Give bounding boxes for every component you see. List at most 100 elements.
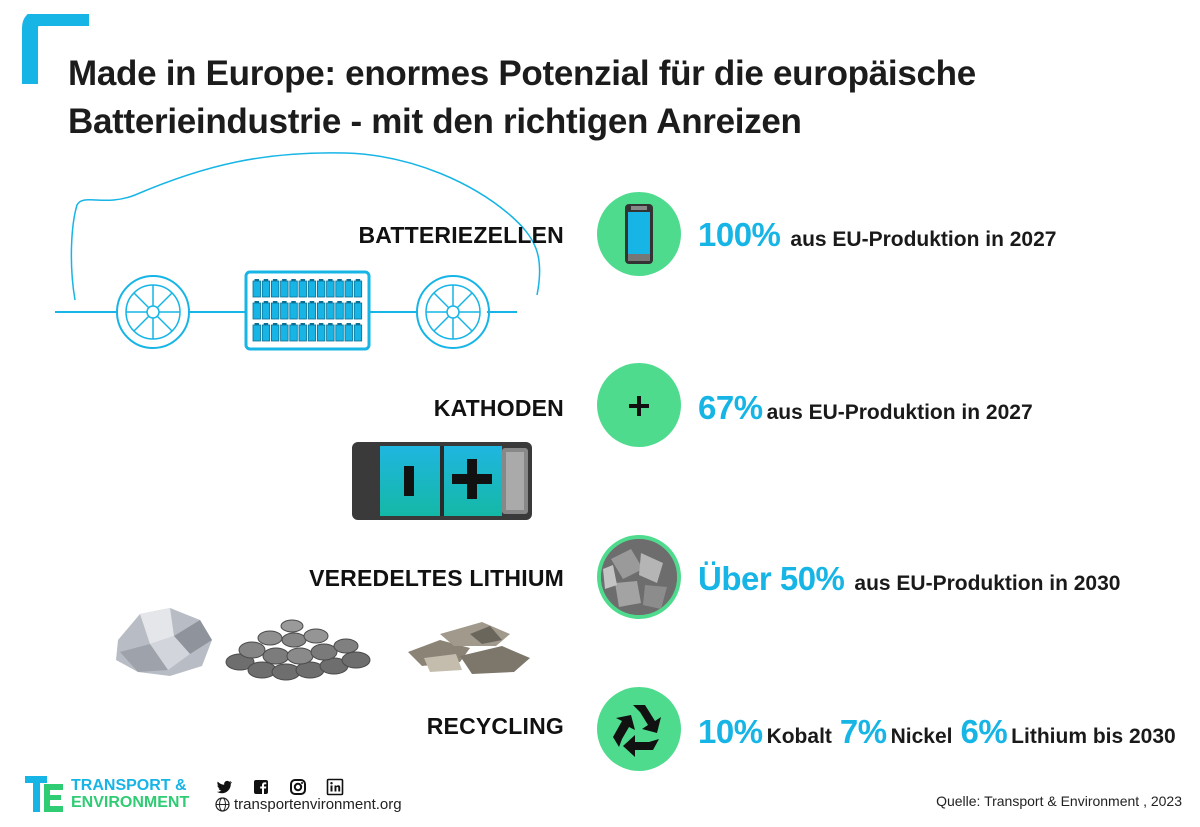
stat-value: 67% — [698, 389, 763, 426]
battery-cell — [353, 302, 363, 320]
battery-cell — [289, 324, 298, 342]
battery-cell-terminal — [337, 301, 342, 303]
battery-cell-terminal — [328, 301, 333, 303]
stat-kathoden: 67% aus EU-Produktion in 2027 — [698, 389, 1033, 427]
battery-cell-terminal — [254, 279, 259, 281]
stat-lithium: Über 50% aus EU-Produktion in 2030 — [698, 560, 1120, 598]
battery-cell-terminal — [300, 323, 305, 325]
linkedin-icon[interactable] — [326, 778, 344, 796]
battery-cell-terminal — [272, 279, 278, 281]
battery-cell — [316, 324, 326, 342]
battery-cell-terminal — [346, 301, 351, 303]
row-label-batteriezellen: BATTERIEZELLEN — [358, 222, 564, 248]
battery-cell-terminal — [318, 279, 324, 281]
battery-cell — [298, 280, 307, 298]
row-label-kathoden: KATHODEN — [433, 395, 564, 421]
corner-bracket-decoration — [22, 14, 89, 84]
battery-cell — [270, 302, 280, 320]
battery-cell-terminal — [263, 323, 269, 325]
stat-text: aus EU-Produktion in 2030 — [854, 572, 1121, 595]
battery-cell-terminal — [300, 279, 305, 281]
battery-cell-terminal — [309, 279, 315, 281]
battery-cell-terminal — [282, 323, 287, 325]
instagram-icon[interactable] — [289, 778, 307, 796]
front-wheel — [116, 275, 190, 349]
battery-cell — [353, 280, 363, 298]
battery-cell-terminal — [272, 301, 278, 303]
battery-cell — [280, 302, 289, 320]
battery-cell — [261, 280, 271, 298]
battery-cell — [289, 302, 298, 320]
stat-batteriezellen: 100% aus EU-Produktion in 2027 — [698, 216, 1056, 254]
battery-cell-terminal — [282, 301, 287, 303]
battery-cell-terminal — [291, 301, 296, 303]
battery-cell — [261, 324, 271, 342]
battery-cell-terminal — [263, 301, 269, 303]
battery-cell — [307, 280, 317, 298]
battery-cell — [298, 324, 307, 342]
battery-cell — [353, 324, 363, 342]
battery-cell — [326, 324, 335, 342]
battery-cell-terminal — [346, 323, 351, 325]
battery-cell — [270, 324, 280, 342]
facebook-icon[interactable] — [252, 778, 270, 796]
battery-cell — [298, 302, 307, 320]
stat-value: Über 50% — [698, 560, 845, 597]
lithium-flakes — [408, 622, 530, 674]
battery-cell — [335, 280, 344, 298]
battery-cell — [252, 280, 261, 298]
social-links — [215, 778, 344, 796]
row-label-lithium: VEREDELTES LITHIUM — [309, 565, 564, 591]
battery-cell-terminal — [355, 301, 361, 303]
battery-cell-terminal — [300, 301, 305, 303]
battery-cell-terminal — [318, 301, 324, 303]
te-logo[interactable]: TRANSPORT & ENVIRONMENT — [25, 776, 189, 812]
battery-cell — [307, 324, 317, 342]
battery-cell — [270, 280, 280, 298]
battery-cell — [344, 324, 353, 342]
battery-cell-terminal — [291, 279, 296, 281]
battery-cell-terminal — [282, 279, 287, 281]
title-line-1: Made in Europe: enormes Potenzial für di… — [68, 54, 976, 93]
battery-cell-terminal — [263, 279, 269, 281]
battery-cell-terminal — [254, 323, 259, 325]
battery-cell — [344, 280, 353, 298]
battery-cell — [335, 302, 344, 320]
cathode-battery-illustration — [352, 442, 532, 520]
website-link[interactable]: transportenvironment.org — [215, 796, 402, 813]
title-line-2: Batterieindustrie - mit den richtigen An… — [68, 102, 802, 141]
battery-cell-terminal — [346, 279, 351, 281]
lithium-pellets-pile — [225, 619, 371, 681]
battery-cell — [280, 324, 289, 342]
stat-value-nickel: 7% — [839, 713, 887, 750]
battery-cell-terminal — [337, 279, 342, 281]
battery-cell-terminal — [328, 279, 333, 281]
battery-cell-terminal — [355, 279, 361, 281]
battery-cell — [252, 302, 261, 320]
website-text: transportenvironment.org — [234, 796, 402, 813]
stat-value-lithium: 6% — [960, 713, 1008, 750]
te-logo-text: TRANSPORT & ENVIRONMENT — [71, 777, 189, 811]
battery-cell — [252, 324, 261, 342]
te-logo-mark-icon — [25, 776, 63, 812]
battery-cell-terminal — [337, 323, 342, 325]
battery-cell-terminal — [318, 323, 324, 325]
battery-cell — [335, 324, 344, 342]
battery-cell-terminal — [355, 323, 361, 325]
battery-cell — [326, 280, 335, 298]
battery-cell-terminal — [254, 301, 259, 303]
battery-cell — [316, 280, 326, 298]
stat-recycling: 10% Kobalt 7% Nickel 6% Lithium bis 2030 — [698, 713, 1176, 751]
battery-cell-terminal — [309, 323, 315, 325]
lithium-icon — [597, 535, 681, 619]
lithium-crystal-chunk — [116, 608, 212, 676]
battery-pack — [244, 270, 371, 351]
lithium-samples-illustration — [116, 608, 530, 681]
rear-wheel — [416, 275, 490, 349]
page-title: Made in Europe: enormes Potenzial für di… — [68, 50, 1168, 146]
car-outline-illustration — [55, 152, 541, 351]
row-label-recycling: RECYCLING — [426, 713, 564, 739]
globe-icon — [215, 797, 230, 812]
twitter-icon[interactable] — [215, 778, 233, 796]
stat-text-nickel: Nickel — [890, 725, 953, 748]
